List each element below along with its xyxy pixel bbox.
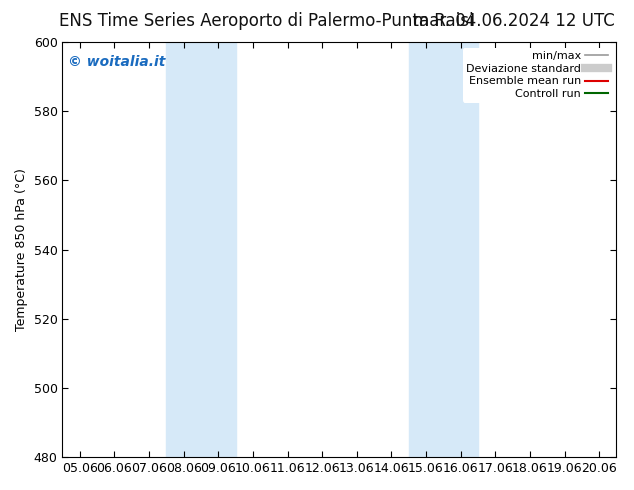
Text: ENS Time Series Aeroporto di Palermo-Punta Raisi: ENS Time Series Aeroporto di Palermo-Pun… [59, 12, 474, 30]
Bar [409, 42, 478, 457]
Text: mar. 04.06.2024 12 UTC: mar. 04.06.2024 12 UTC [413, 12, 615, 30]
Y-axis label: Temperature 850 hPa (°C): Temperature 850 hPa (°C) [15, 168, 28, 331]
Bar [166, 42, 236, 457]
Legend: min/max, Deviazione standard, Ensemble mean run, Controll run: min/max, Deviazione standard, Ensemble m… [463, 48, 611, 102]
Text: © woitalia.it: © woitalia.it [68, 54, 165, 69]
